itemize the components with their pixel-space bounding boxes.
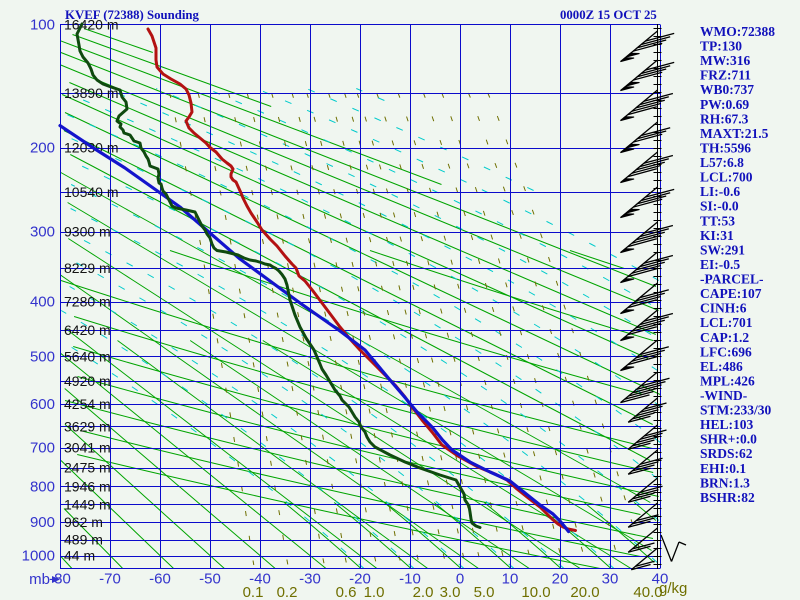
svg-text:MW:316: MW:316 [700, 53, 750, 68]
svg-text:MPL:426: MPL:426 [700, 373, 755, 388]
svg-text:8229 m: 8229 m [64, 260, 111, 276]
svg-text:0.6: 0.6 [336, 584, 357, 600]
svg-text:13890 m: 13890 m [64, 85, 118, 101]
svg-text:-10: -10 [399, 571, 421, 588]
svg-text:CAP:1.2: CAP:1.2 [700, 330, 749, 345]
svg-text:962 m: 962 m [64, 514, 103, 530]
svg-text:PW:0.69: PW:0.69 [700, 97, 749, 112]
svg-text:40: 40 [652, 571, 669, 588]
svg-text:44 m: 44 m [64, 548, 95, 564]
svg-text:7280 m: 7280 m [64, 294, 111, 310]
svg-text:-20: -20 [349, 571, 371, 588]
svg-text:1.0: 1.0 [364, 584, 385, 600]
svg-text:LCL:701: LCL:701 [700, 315, 753, 330]
svg-text:LI:-0.6: LI:-0.6 [700, 184, 740, 199]
svg-text:SI:-0.0: SI:-0.0 [700, 199, 739, 214]
svg-text:WB0:737: WB0:737 [700, 82, 754, 97]
svg-text:SW:291: SW:291 [700, 242, 745, 257]
svg-text:800: 800 [30, 479, 55, 496]
svg-text:LFC:696: LFC:696 [700, 344, 752, 359]
svg-text:CINH:6: CINH:6 [700, 301, 747, 316]
svg-text:3.0: 3.0 [440, 584, 461, 600]
svg-text:RH:67.3: RH:67.3 [700, 111, 749, 126]
svg-text:600: 600 [30, 396, 55, 413]
svg-text:400: 400 [30, 294, 55, 311]
svg-text:-80: -80 [49, 571, 71, 588]
svg-text:0.1: 0.1 [243, 584, 264, 600]
svg-text:BSHR:82: BSHR:82 [700, 490, 755, 505]
svg-text:L57:6.8: L57:6.8 [700, 155, 744, 170]
svg-text:-50: -50 [199, 571, 221, 588]
svg-text:6420 m: 6420 m [64, 322, 111, 338]
svg-text:1946 m: 1946 m [64, 479, 111, 495]
svg-text:20.0: 20.0 [570, 584, 599, 600]
svg-text:SRDS:62: SRDS:62 [700, 446, 753, 461]
svg-text:3629 m: 3629 m [64, 419, 111, 435]
svg-text:MAXT:21.5: MAXT:21.5 [700, 126, 769, 141]
svg-text:-70: -70 [99, 571, 121, 588]
svg-text:-PARCEL-: -PARCEL- [700, 272, 764, 287]
svg-text:700: 700 [30, 440, 55, 457]
svg-text:16420 m: 16420 m [64, 17, 118, 33]
svg-text:1449 m: 1449 m [64, 497, 111, 513]
svg-text:WMO:72388: WMO:72388 [700, 24, 775, 39]
svg-text:100: 100 [30, 17, 55, 34]
svg-text:CAPE:107: CAPE:107 [700, 286, 762, 301]
svg-text:mb: mb [29, 571, 50, 588]
svg-text:HEL:103: HEL:103 [700, 417, 754, 432]
svg-text:3041 m: 3041 m [64, 440, 111, 456]
svg-text:KVEF (72388) Sounding: KVEF (72388) Sounding [65, 8, 200, 22]
svg-text:10.0: 10.0 [521, 584, 550, 600]
svg-text:EL:486: EL:486 [700, 359, 743, 374]
svg-text:2.0: 2.0 [413, 584, 434, 600]
svg-text:10540 m: 10540 m [64, 184, 118, 200]
svg-text:5640 m: 5640 m [64, 349, 111, 365]
svg-text:SHR+:0.0: SHR+:0.0 [700, 432, 757, 447]
svg-text:EHI:0.1: EHI:0.1 [700, 461, 746, 476]
svg-text:489 m: 489 m [64, 532, 103, 548]
svg-text:BRN:1.3: BRN:1.3 [700, 475, 750, 490]
svg-text:0000Z 15 OCT 25: 0000Z 15 OCT 25 [560, 8, 657, 22]
svg-text:LCL:700: LCL:700 [700, 170, 753, 185]
svg-text:0.2: 0.2 [277, 584, 298, 600]
svg-text:2475 m: 2475 m [64, 460, 111, 476]
svg-text:-WIND-: -WIND- [700, 388, 747, 403]
svg-text:40.0: 40.0 [633, 584, 662, 600]
svg-text:FRZ:711: FRZ:711 [700, 68, 751, 83]
svg-text:-60: -60 [149, 571, 171, 588]
svg-text:500: 500 [30, 349, 55, 366]
svg-text:10: 10 [502, 571, 519, 588]
svg-text:30: 30 [602, 571, 619, 588]
svg-text:TP:130: TP:130 [700, 39, 742, 54]
svg-text:-30: -30 [299, 571, 321, 588]
svg-text:KI:31: KI:31 [700, 228, 734, 243]
svg-text:9300 m: 9300 m [64, 224, 111, 240]
svg-text:STM:233/30: STM:233/30 [700, 403, 772, 418]
svg-text:TH:5596: TH:5596 [700, 141, 751, 156]
svg-text:-40: -40 [249, 571, 271, 588]
svg-text:5.0: 5.0 [474, 584, 495, 600]
svg-text:TT:53: TT:53 [700, 213, 735, 228]
svg-text:20: 20 [552, 571, 569, 588]
svg-text:200: 200 [30, 140, 55, 157]
svg-text:g/kg: g/kg [659, 580, 687, 597]
svg-text:4920 m: 4920 m [64, 373, 111, 389]
svg-text:4254 m: 4254 m [64, 396, 111, 412]
svg-text:EI:-0.5: EI:-0.5 [700, 257, 740, 272]
svg-text:300: 300 [30, 224, 55, 241]
svg-text:0: 0 [456, 571, 464, 588]
svg-text:1000: 1000 [22, 548, 55, 565]
svg-text:900: 900 [30, 514, 55, 531]
